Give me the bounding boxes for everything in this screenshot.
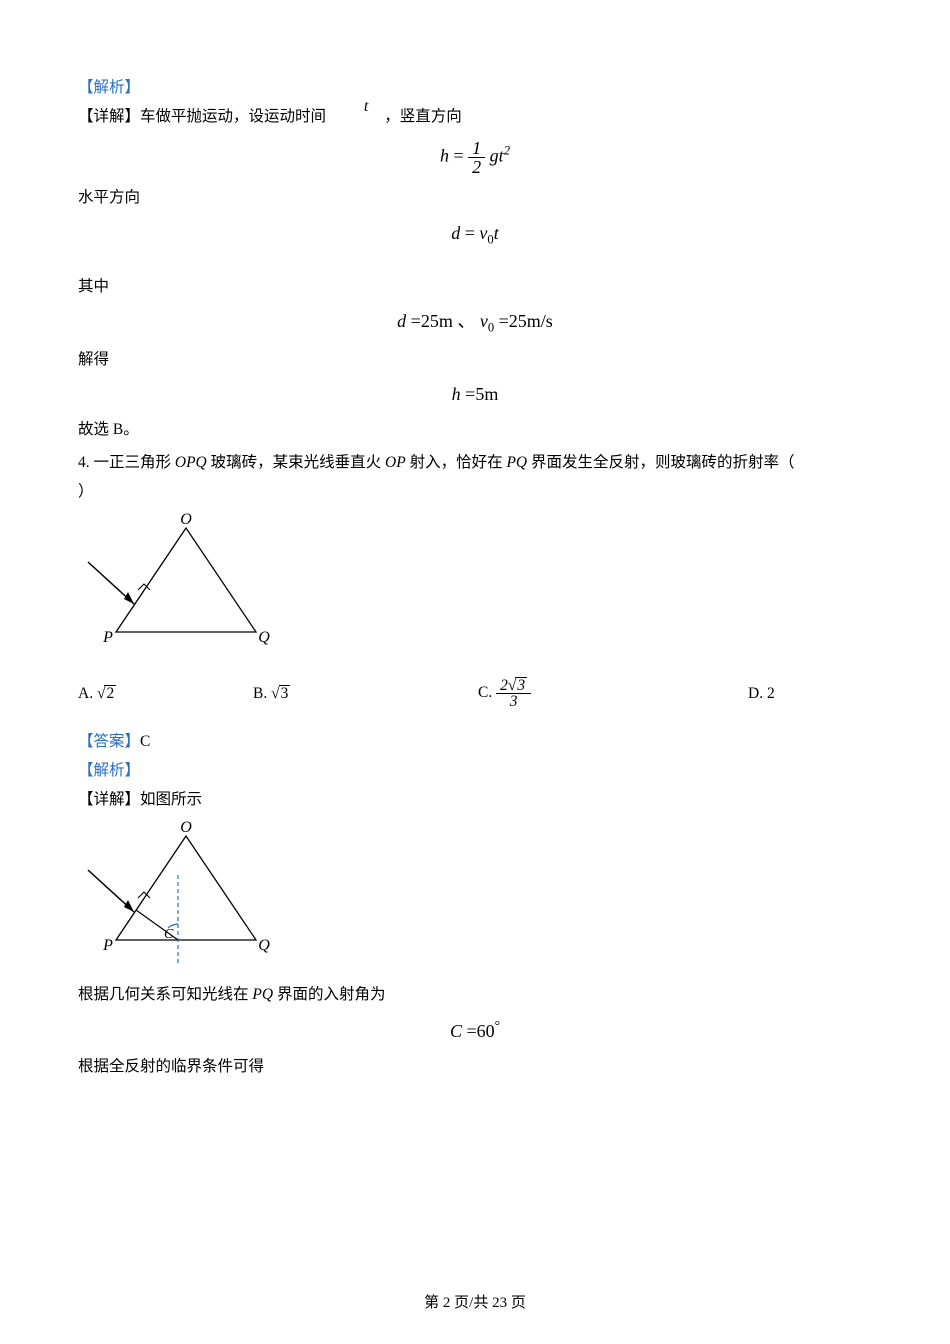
eq4-val: 5 xyxy=(475,384,484,404)
detail-text-1b: ，竖直方向 xyxy=(384,108,462,125)
question-4: 4. 一正三角形 OPQ 玻璃砖，某束光线垂直火 OP 射入，恰好在 PQ 界面… xyxy=(78,451,872,474)
detail-text-1a: 车做平抛运动，设运动时间 xyxy=(140,108,326,125)
optB-rad: 3 xyxy=(279,685,291,702)
q4-body-b: 玻璃砖，某束光线垂直火 xyxy=(207,454,385,471)
answer-label: 【答案】C xyxy=(78,730,872,753)
page-footer: 第 2 页/共 23 页 xyxy=(0,1292,950,1315)
optC-num: 23 xyxy=(496,677,531,695)
q4-prefix: 4. xyxy=(78,454,94,471)
detail-text-2: 如图所示 xyxy=(140,791,202,808)
geom-it: PQ xyxy=(252,986,273,1003)
q4-it1: OPQ xyxy=(175,454,207,471)
equation-4: h =5m xyxy=(78,381,872,408)
q4-body-d: 界面发生全反射，则玻璃砖的折射率（ xyxy=(527,454,794,471)
footer-total: 23 xyxy=(492,1295,507,1311)
analysis-label-1: 【解析】 xyxy=(78,76,872,99)
optC-rad: 3 xyxy=(515,677,527,694)
eq3-dval: 25 xyxy=(421,311,439,331)
answer4-diagram: C O P Q xyxy=(78,820,872,977)
var-t: t xyxy=(364,95,368,119)
optC-coeff: 2 xyxy=(500,677,508,694)
svg-text:P: P xyxy=(102,937,113,954)
option-A: A. 2 xyxy=(78,682,253,705)
eq3-dunit: m xyxy=(439,311,453,331)
equation-2: d = v0t xyxy=(78,220,872,249)
eqC-lhs: C xyxy=(450,1021,462,1041)
analysis-label-2: 【解析】 xyxy=(78,759,872,782)
detail-line-1: 【详解】车做平抛运动，设运动时间 t ，竖直方向 xyxy=(78,105,872,129)
optD-val: 2 xyxy=(767,685,775,702)
q4-options: A. 2 B. 3 C. 23 3 D. 2 xyxy=(78,677,872,710)
q4-diagram: O P Q xyxy=(78,512,872,659)
footer-middle: 页/共 xyxy=(450,1295,492,1311)
equation-1: h = 1 2 gt2 xyxy=(78,139,872,176)
answer-bracket: 【答案】 xyxy=(78,733,140,750)
eq3-sep: 、 xyxy=(457,311,475,331)
optD-label: D. xyxy=(748,685,767,702)
optA-label: A. xyxy=(78,685,97,702)
option-B: B. 3 xyxy=(253,682,478,705)
detail-prefix: 【详解】 xyxy=(78,108,140,125)
eq1-eq: = xyxy=(454,146,464,166)
svg-text:C: C xyxy=(164,927,174,942)
optA-rad: 2 xyxy=(104,685,116,702)
eq3-d: d xyxy=(397,311,406,331)
optC-label: C. xyxy=(478,684,496,701)
q4-body-a: 一正三角形 xyxy=(94,454,175,471)
eq2-lhs: d xyxy=(451,223,460,243)
eq4-unit: m xyxy=(484,384,498,404)
option-C: C. 23 3 xyxy=(478,677,748,710)
eq3-eq1: = xyxy=(411,311,421,331)
eq3-vval: 25 xyxy=(509,311,527,331)
eq3-vunit: m/s xyxy=(527,311,553,331)
svg-text:O: O xyxy=(180,820,192,836)
q4-close: ） xyxy=(78,480,872,503)
eq1-num: 1 xyxy=(468,139,485,158)
horizontal-label: 水平方向 xyxy=(78,186,872,209)
eqC-val: 60 xyxy=(477,1021,495,1041)
geom-line-b: 界面的入射角为 xyxy=(273,986,385,1003)
eqC-deg: ° xyxy=(495,1018,500,1033)
eq1-den: 2 xyxy=(468,158,485,176)
q4-it2: OP xyxy=(385,454,406,471)
svg-text:O: O xyxy=(180,512,192,528)
footer-suffix: 页 xyxy=(507,1295,526,1311)
eqC-eq: = xyxy=(466,1021,476,1041)
eq1-frac: 1 2 xyxy=(468,139,485,176)
answer-value: C xyxy=(140,733,150,750)
eq3-v: v xyxy=(480,311,488,331)
therefore-line: 故选 B。 xyxy=(78,418,872,441)
svg-text:Q: Q xyxy=(258,937,270,954)
equation-3: d =25m 、 v0 =25m/s xyxy=(78,308,872,337)
svg-text:P: P xyxy=(102,629,113,646)
optC-den: 3 xyxy=(496,694,531,710)
svg-text:Q: Q xyxy=(258,629,270,646)
equation-C: C =60° xyxy=(78,1016,872,1045)
geom-line: 根据几何关系可知光线在 PQ 界面的入射角为 xyxy=(78,983,872,1006)
solve-label: 解得 xyxy=(78,348,872,371)
eq1-lhs: h xyxy=(440,146,449,166)
geom-line-a: 根据几何关系可知光线在 xyxy=(78,986,252,1003)
where-label: 其中 xyxy=(78,275,872,298)
detail-line-2: 【详解】如图所示 xyxy=(78,788,872,811)
page: 【解析】 【详解】车做平抛运动，设运动时间 t ，竖直方向 h = 1 2 gt… xyxy=(0,0,950,1344)
eq2-eq: = xyxy=(465,223,475,243)
detail-prefix-2: 【详解】 xyxy=(78,791,140,808)
option-D: D. 2 xyxy=(748,682,775,705)
eq1-rest: gt xyxy=(490,146,504,166)
q4-it3: PQ xyxy=(506,454,527,471)
eq4-lhs: h xyxy=(452,384,461,404)
eq3-vsub: 0 xyxy=(488,321,494,335)
last-line: 根据全反射的临界条件可得 xyxy=(78,1055,872,1078)
eq1-exp: 2 xyxy=(504,144,510,158)
optB-label: B. xyxy=(253,685,271,702)
eq4-eq: = xyxy=(465,384,475,404)
eq2-t: t xyxy=(494,223,499,243)
eq3-eq2: = xyxy=(499,311,509,331)
q4-body-c: 射入，恰好在 xyxy=(406,454,507,471)
footer-prefix: 第 xyxy=(424,1295,443,1311)
